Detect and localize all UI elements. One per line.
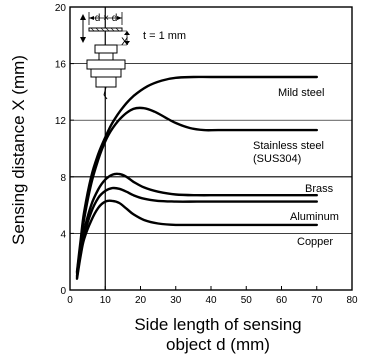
label-mild-steel: Mild steel bbox=[278, 87, 324, 99]
x-axis-title-line2: object d (mm) bbox=[166, 335, 270, 354]
series-line-0 bbox=[75, 75, 318, 273]
x-tick-label: 40 bbox=[205, 295, 217, 306]
y-tick-label: 8 bbox=[60, 173, 66, 184]
x-axis-title-line1: Side length of sensing bbox=[134, 315, 301, 334]
annotation-thickness: t = 1 mm bbox=[143, 30, 186, 42]
x-tick-label: 10 bbox=[100, 295, 112, 306]
y-axis-ticks: 0 4 8 12 16 20 bbox=[55, 3, 74, 297]
y-axis-title: Sensing distance X (mm) bbox=[9, 55, 28, 245]
label-stainless-steel-sub: (SUS304) bbox=[253, 153, 301, 165]
y-tick-label: 20 bbox=[55, 3, 67, 14]
y-tick-label: 16 bbox=[55, 60, 67, 71]
series-line-1 bbox=[75, 106, 318, 275]
y-tick-label: 12 bbox=[55, 116, 67, 127]
label-stainless-steel: Stainless steel bbox=[253, 140, 324, 152]
label-brass: Brass bbox=[305, 183, 334, 195]
label-aluminum: Aluminum bbox=[290, 211, 339, 223]
series-line-3 bbox=[75, 186, 318, 279]
x-tick-label: 70 bbox=[311, 295, 323, 306]
x-tick-label: 30 bbox=[170, 295, 182, 306]
series-line-2 bbox=[75, 172, 318, 278]
x-tick-label: 80 bbox=[346, 295, 358, 306]
inset-dxd-label: d × d bbox=[95, 13, 118, 24]
x-axis-ticks: 0 10 20 30 40 50 60 70 80 bbox=[67, 286, 358, 306]
x-tick-label: 60 bbox=[276, 295, 288, 306]
y-tick-label: 4 bbox=[60, 229, 66, 240]
inset-x-label: X bbox=[121, 36, 129, 48]
x-tick-label: 0 bbox=[67, 295, 73, 306]
sensor-inset-diagram: d × d X bbox=[80, 12, 130, 100]
label-copper: Copper bbox=[297, 236, 333, 248]
x-tick-label: 20 bbox=[135, 295, 147, 306]
series-group bbox=[75, 75, 318, 280]
y-tick-label: 0 bbox=[60, 286, 66, 297]
x-tick-label: 50 bbox=[241, 295, 253, 306]
series-line-4 bbox=[75, 199, 318, 280]
